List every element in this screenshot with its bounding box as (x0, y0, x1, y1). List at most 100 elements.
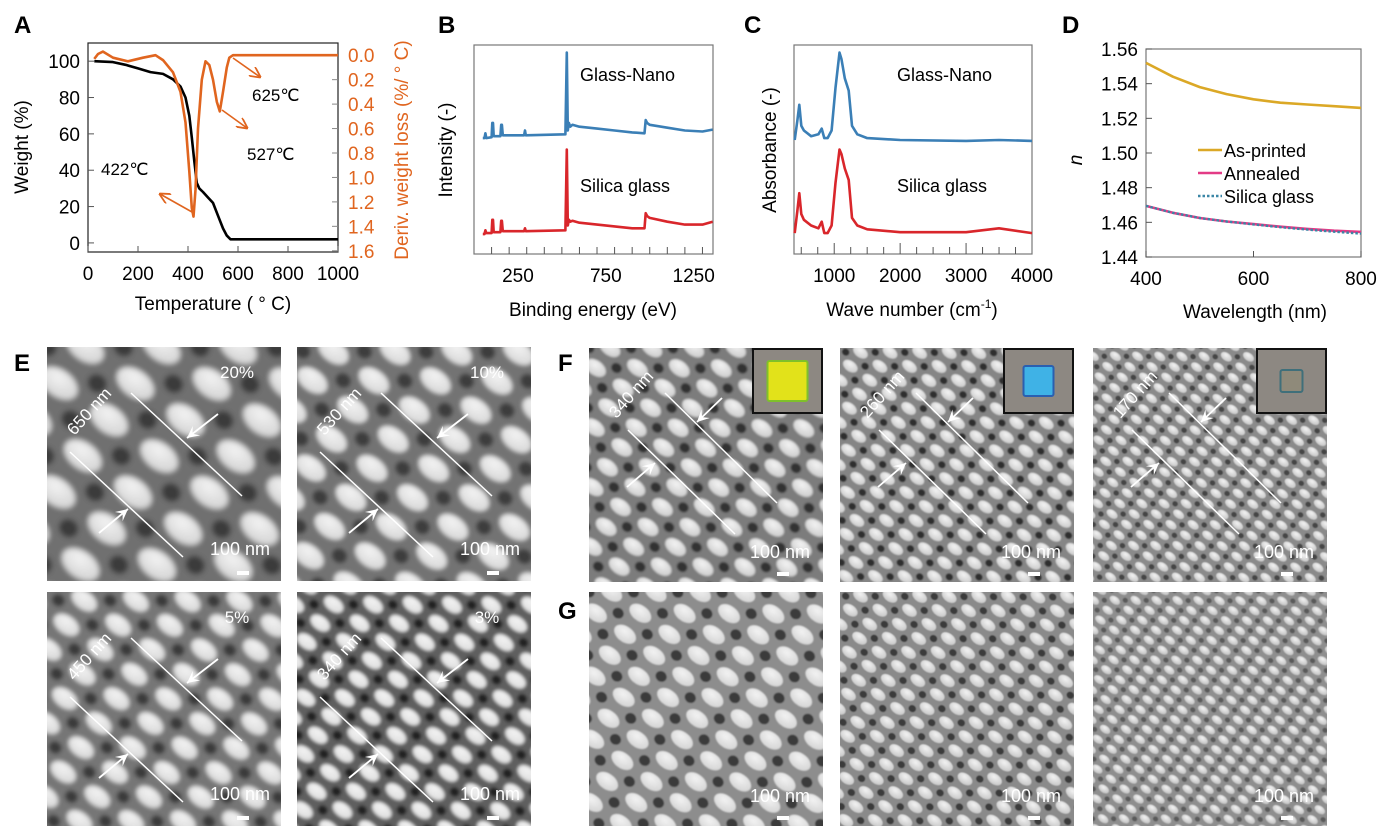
scale-bar-label: 100 nm (750, 786, 810, 806)
scale-bar (1028, 816, 1040, 820)
annotation-422: 422℃ (101, 160, 148, 179)
inset-color-square (1279, 369, 1304, 393)
y-tick-label: 1.46 (1101, 213, 1138, 234)
annotation-arrow-422 (160, 194, 193, 213)
arrow-head (1145, 463, 1159, 476)
y-tick-label: 60 (59, 125, 80, 146)
arrow-icon (1130, 462, 1160, 488)
scale-bar (1028, 572, 1040, 576)
arrow-head (948, 409, 961, 422)
series-line-derivative (93, 50, 338, 218)
x-tick-label: 1250 (673, 266, 715, 287)
measure-line (319, 696, 434, 803)
panel-label-e: E (14, 350, 31, 377)
annotation-527: 527℃ (247, 145, 294, 164)
x-tick-label: 600 (1238, 269, 1270, 290)
scale-bar-label: 100 nm (1001, 542, 1061, 562)
inset-color-square (766, 360, 809, 402)
scale-bar-label: 100 nm (1254, 786, 1314, 806)
measure-line (627, 429, 736, 535)
y2-tick-label: 1.2 (348, 193, 374, 214)
y-tick-label: 1.52 (1101, 109, 1138, 130)
panel-label-d: D (1062, 12, 1080, 39)
chart-d-legend: As-printed Annealed Silica glass (1198, 141, 1314, 207)
measure-line (130, 637, 243, 742)
annotation-arrow-527 (221, 109, 247, 128)
y2-tick-label: 1.0 (348, 168, 374, 189)
chart-b-frame (473, 44, 714, 255)
sem-image-e4: 340 nm3%100 nm (297, 592, 531, 826)
y-tick-label: 1.44 (1101, 248, 1138, 269)
y-tick-label: 20 (59, 198, 80, 219)
fill-factor-label: 5% (225, 608, 250, 627)
measure-line (1131, 429, 1240, 535)
arrow-icon (348, 753, 379, 779)
chart-marks: 0 200 400 600 800 1000 0 20 40 60 80 100 0.0 0.2 0.4 0.… (48, 40, 1377, 290)
arrow-head (364, 509, 378, 522)
x-tick-label: 0 (83, 264, 94, 285)
chart-a-xlabel: Temperature ( ° C) (135, 294, 291, 315)
measure-line (878, 429, 987, 535)
chart-a-y2label: Deriv. weight loss (%/ ° C) (392, 40, 413, 259)
nanostructure-texture (297, 592, 531, 826)
sem-image-g1: 100 nm (589, 592, 823, 826)
nanostructure-texture (840, 592, 1074, 826)
chart-c-label-silica: Silica glass (897, 176, 987, 196)
x-tick-label: 800 (272, 264, 304, 285)
arrow-icon (1200, 397, 1227, 423)
series-line-silica-glass (482, 148, 713, 236)
panel-label-f: F (558, 350, 573, 377)
y-tick-label: 100 (48, 52, 80, 73)
x-tick-label: 800 (1345, 269, 1377, 290)
arrow-head (641, 463, 655, 476)
series-line-silica-glass (793, 148, 1033, 235)
panel-label-a: A (14, 12, 32, 39)
chart-c-label-glass-nano: Glass-Nano (897, 65, 992, 85)
measure-line (1168, 392, 1282, 504)
legend-label-annealed: Annealed (1224, 164, 1300, 184)
sem-image-e3: 450 nm5%100 nm (47, 592, 281, 826)
measure-line (664, 392, 778, 504)
nanostructure-texture (47, 592, 281, 826)
arrow-icon (696, 397, 723, 423)
y2-tick-label: 0.0 (348, 46, 374, 67)
arrow-head (437, 425, 451, 438)
chart-c: 1000 2000 3000 4000 (793, 44, 1053, 287)
annotation-625: 625℃ (252, 86, 299, 105)
measure-line (380, 392, 493, 497)
nanostructure-texture (47, 347, 281, 581)
chart-d-ylabel: n (1066, 155, 1087, 166)
panel-label-c: C (744, 12, 762, 39)
scale-bar (487, 571, 499, 575)
scale-bar-label: 100 nm (750, 542, 810, 562)
nanostructure-texture (297, 347, 531, 581)
y-tick-label: 0 (69, 234, 80, 255)
chart-b-xlabel: Binding energy (eV) (509, 300, 677, 321)
chart-c-xlabel-sup: -1 (981, 297, 992, 311)
arrow-head (187, 670, 201, 683)
fill-factor-label: 3% (475, 608, 500, 627)
measure-line (319, 451, 434, 558)
chart-a-frame (87, 42, 339, 253)
scale-bar-label: 100 nm (1001, 786, 1061, 806)
measure-line (915, 392, 1029, 504)
arrow-icon (186, 413, 219, 439)
arrow-head (437, 670, 451, 683)
y-tick-label: 1.56 (1101, 40, 1138, 61)
series-line-annealed (1145, 204, 1362, 234)
scale-bar (1281, 572, 1293, 576)
legend-label-as-printed: As-printed (1224, 141, 1306, 161)
measure-line (69, 696, 184, 803)
x-tick-label: 1000 (317, 264, 359, 285)
scale-bar-label: 100 nm (210, 539, 270, 559)
y-tick-label: 1.50 (1101, 144, 1138, 165)
chart-d-xlabel: Wavelength (nm) (1183, 302, 1327, 323)
y2-tick-label: 1.6 (348, 242, 374, 263)
x-tick-label: 250 (502, 266, 534, 287)
y-tick-label: 1.54 (1101, 75, 1138, 96)
arrow-icon (98, 508, 129, 534)
sem-image-g3: 100 nm (1093, 592, 1327, 826)
